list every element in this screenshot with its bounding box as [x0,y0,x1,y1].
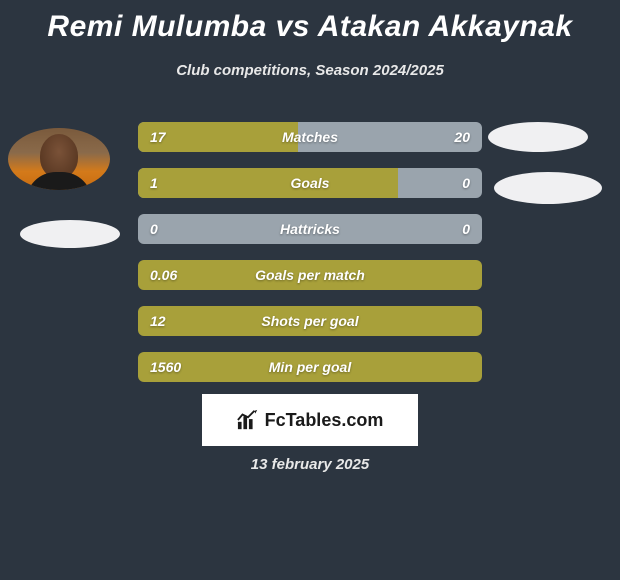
player1-lozenge [20,220,120,248]
stat-row: 0Hattricks0 [138,214,482,244]
player2-lozenge-bottom [494,172,602,204]
stat-value-right: 0 [462,168,470,198]
stat-row: 12Shots per goal [138,306,482,336]
stat-label: Hattricks [138,214,482,244]
stat-label: Matches [138,122,482,152]
page-subtitle: Club competitions, Season 2024/2025 [0,62,620,79]
stat-label: Goals [138,168,482,198]
chart-icon [237,409,259,431]
stat-label: Shots per goal [138,306,482,336]
generated-date: 13 february 2025 [0,456,620,473]
page-title: Remi Mulumba vs Atakan Akkaynak [0,0,620,44]
stat-row: 17Matches20 [138,122,482,152]
stat-row: 1Goals0 [138,168,482,198]
stat-value-right: 0 [462,214,470,244]
stat-row: 0.06Goals per match [138,260,482,290]
fctables-logo: FcTables.com [202,394,418,446]
logo-text: FcTables.com [265,410,384,431]
stat-row: 1560Min per goal [138,352,482,382]
stat-value-right: 20 [454,122,470,152]
player1-avatar [8,128,110,190]
player2-lozenge-top [488,122,588,152]
stats-container: 17Matches201Goals00Hattricks00.06Goals p… [138,122,482,398]
stat-label: Goals per match [138,260,482,290]
stat-label: Min per goal [138,352,482,382]
